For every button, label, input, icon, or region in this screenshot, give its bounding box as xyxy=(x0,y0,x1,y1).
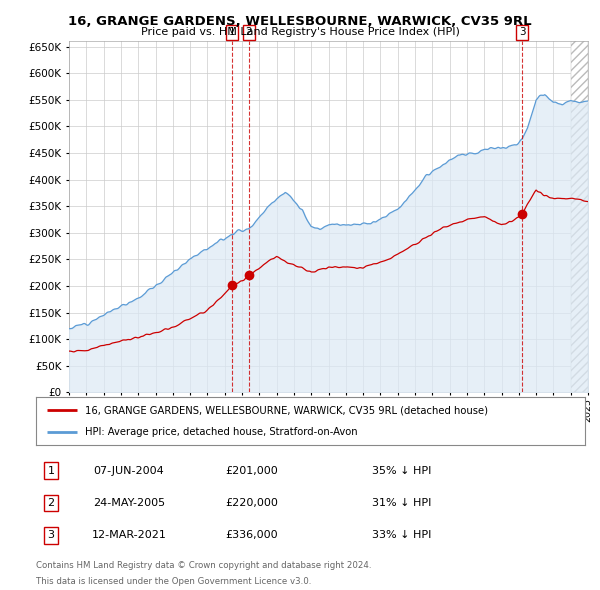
Text: 3: 3 xyxy=(47,530,55,540)
Text: HPI: Average price, detached house, Stratford-on-Avon: HPI: Average price, detached house, Stra… xyxy=(85,427,358,437)
Text: £336,000: £336,000 xyxy=(226,530,278,540)
Text: 2: 2 xyxy=(47,498,55,508)
Text: £201,000: £201,000 xyxy=(226,466,278,476)
Text: 35% ↓ HPI: 35% ↓ HPI xyxy=(372,466,431,476)
Text: 33% ↓ HPI: 33% ↓ HPI xyxy=(372,530,431,540)
Text: Price paid vs. HM Land Registry's House Price Index (HPI): Price paid vs. HM Land Registry's House … xyxy=(140,27,460,37)
Text: 1: 1 xyxy=(47,466,55,476)
Text: 31% ↓ HPI: 31% ↓ HPI xyxy=(372,498,431,508)
Text: 16, GRANGE GARDENS, WELLESBOURNE, WARWICK, CV35 9RL: 16, GRANGE GARDENS, WELLESBOURNE, WARWIC… xyxy=(68,15,532,28)
Text: 12-MAR-2021: 12-MAR-2021 xyxy=(92,530,166,540)
Text: 16, GRANGE GARDENS, WELLESBOURNE, WARWICK, CV35 9RL (detached house): 16, GRANGE GARDENS, WELLESBOURNE, WARWIC… xyxy=(85,405,488,415)
Text: This data is licensed under the Open Government Licence v3.0.: This data is licensed under the Open Gov… xyxy=(36,577,311,586)
Text: 3: 3 xyxy=(519,27,526,37)
Text: 07-JUN-2004: 07-JUN-2004 xyxy=(94,466,164,476)
Text: 1: 1 xyxy=(229,27,235,37)
Text: 2: 2 xyxy=(245,27,252,37)
Text: 24-MAY-2005: 24-MAY-2005 xyxy=(93,498,165,508)
Text: Contains HM Land Registry data © Crown copyright and database right 2024.: Contains HM Land Registry data © Crown c… xyxy=(36,560,371,569)
Text: £220,000: £220,000 xyxy=(226,498,278,508)
